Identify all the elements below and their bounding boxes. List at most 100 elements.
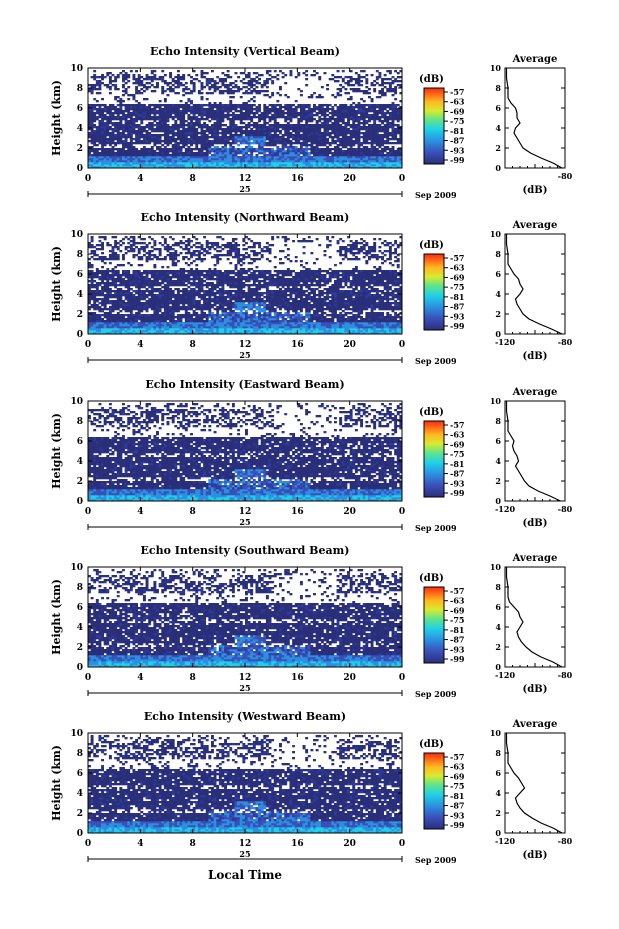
heatmap-cell [148, 270, 152, 273]
heatmap-cell [237, 128, 241, 131]
heatmap-cell [260, 118, 264, 121]
heatmap-cell [399, 84, 403, 87]
heatmap-cell [216, 136, 220, 139]
heatmap-cell [124, 72, 128, 75]
heatmap-cell [218, 116, 222, 119]
heatmap-cell [286, 112, 290, 115]
heatmap-cell [247, 122, 251, 125]
heatmap-cell [247, 138, 251, 141]
heatmap-cell [315, 144, 319, 147]
heatmap-cell [265, 114, 269, 117]
heatmap-cell [127, 298, 131, 301]
heatmap-cell [93, 74, 97, 77]
heatmap-cell [281, 166, 285, 169]
heatmap-cell [357, 80, 361, 83]
heatmap-cell [192, 70, 196, 73]
heatmap-cell [370, 158, 374, 161]
heatmap-cell [111, 274, 115, 277]
heatmap-cell [252, 108, 256, 111]
heatmap-cell [299, 94, 303, 97]
heatmap-cell [292, 104, 296, 107]
heatmap-cell [116, 296, 120, 299]
heatmap-cell [88, 164, 91, 167]
heatmap-cell [145, 138, 149, 141]
heatmap-cell [140, 238, 144, 241]
heatmap-cell [286, 134, 290, 137]
heatmap-cell [116, 154, 120, 157]
heatmap-cell [234, 106, 238, 109]
heatmap-cell [161, 92, 165, 95]
heatmap-cell [103, 114, 107, 117]
heatmap-cell [153, 118, 157, 121]
heatmap-cell [124, 76, 128, 79]
heatmap-cell [132, 162, 136, 165]
heatmap-cell [137, 162, 141, 165]
heatmap-cell [365, 80, 369, 83]
heatmap-cell [90, 246, 94, 249]
heatmap-cell [391, 128, 395, 131]
heatmap-cell [140, 108, 144, 111]
heatmap-cell [394, 142, 398, 145]
heatmap-cell [284, 150, 288, 153]
heatmap-cell [119, 310, 123, 313]
heatmap-cell [176, 82, 180, 85]
heatmap-cell [171, 160, 175, 163]
heatmap-cell [328, 108, 332, 111]
heatmap-cell [218, 152, 222, 155]
heatmap-cell [354, 140, 358, 143]
heatmap-cell [297, 106, 301, 109]
heatmap-cell [273, 128, 277, 131]
heatmap-cell [174, 148, 178, 151]
heatmap-cell [124, 318, 128, 321]
heatmap-cell [365, 82, 369, 85]
heatmap-cell [153, 318, 157, 321]
heatmap-cell [88, 136, 91, 139]
heatmap-cell [318, 144, 322, 147]
heatmap-cell [247, 100, 251, 103]
heatmap-cell [265, 138, 269, 141]
heatmap-cell [197, 110, 201, 113]
heatmap-cell [381, 78, 384, 81]
heatmap-cell [213, 164, 217, 167]
heatmap-cell [150, 318, 154, 321]
heatmap-cell [281, 116, 285, 119]
heatmap-cell [331, 158, 335, 161]
heatmap-cell [98, 302, 102, 305]
heatmap-cell [239, 140, 243, 143]
heatmap-cell [88, 162, 91, 165]
heatmap-cell [331, 152, 335, 155]
heatmap-cell [153, 120, 157, 123]
heatmap-cell [320, 140, 324, 143]
heatmap-cell [239, 116, 243, 119]
heatmap-cell [224, 114, 227, 117]
heatmap-cell [171, 128, 175, 131]
heatmap-cell [124, 116, 128, 119]
heatmap-cell [124, 276, 128, 279]
heatmap-cell [106, 122, 110, 125]
heatmap-cell [226, 90, 230, 93]
heatmap-cell [158, 138, 162, 141]
heatmap-cell [119, 108, 123, 111]
heatmap-cell [315, 152, 319, 155]
heatmap-cell [137, 280, 141, 283]
heatmap-cell [347, 162, 350, 165]
heatmap-cell [153, 282, 157, 285]
heatmap-cell [237, 134, 241, 137]
heatmap-cell [234, 114, 238, 117]
heatmap-cell [192, 140, 196, 143]
heatmap-cell [122, 292, 125, 295]
heatmap-cell [318, 136, 322, 139]
heatmap-cell [386, 70, 390, 73]
heatmap-cell [271, 142, 275, 145]
heatmap-cell [158, 332, 162, 335]
heatmap-cell [310, 164, 314, 167]
heatmap-cell [218, 142, 222, 145]
heatmap-cell [127, 332, 131, 335]
heatmap-cell [383, 108, 387, 111]
heatmap-cell [190, 164, 193, 167]
heatmap-cell [328, 118, 332, 121]
heatmap-cell [370, 142, 374, 145]
heatmap-cell [153, 70, 157, 73]
heatmap-cell [205, 160, 209, 163]
heatmap-cell [383, 154, 387, 157]
